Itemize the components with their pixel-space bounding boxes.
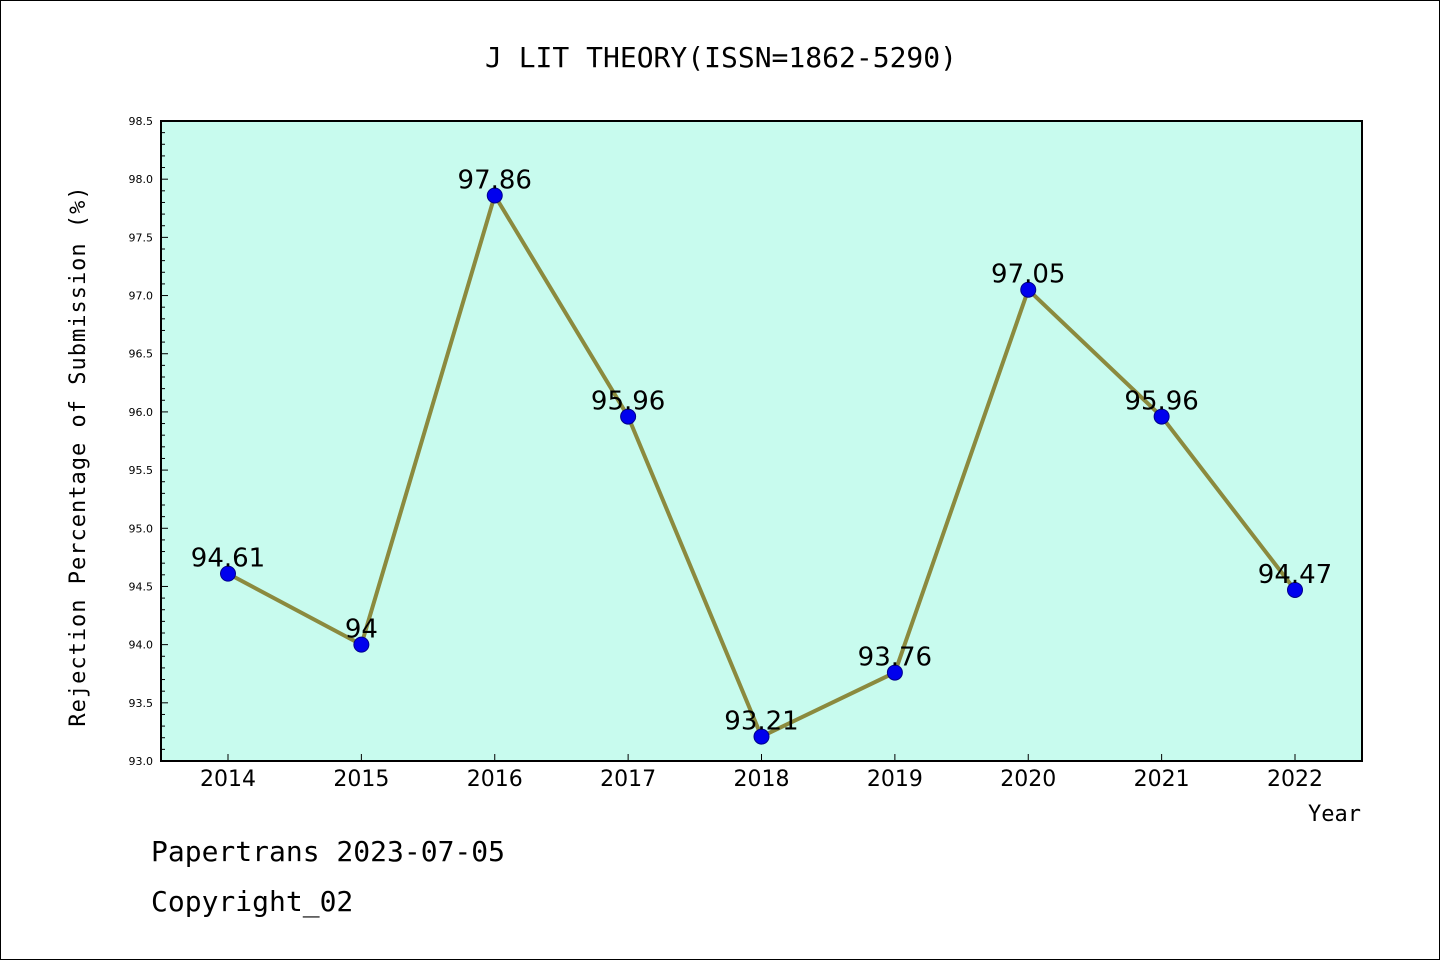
- data-labels: 94.61 94 97.86 95.96 93.21 93.76 97.05 95.96 94.…: [191, 165, 1332, 736]
- x-axis: 2014 2015 2016 2017 2018 2019 2020 2021 2022: [200, 754, 1323, 792]
- y-tick-label: 94.5: [129, 580, 154, 593]
- data-point: [1020, 281, 1037, 298]
- data-point: [1153, 408, 1170, 425]
- data-label: 97.05: [991, 260, 1065, 290]
- data-label: 97.86: [458, 165, 532, 195]
- x-tick-label: 2018: [734, 767, 790, 792]
- data-label: 95.96: [591, 387, 665, 417]
- y-tick-label: 96.5: [129, 348, 154, 361]
- x-tick-label: 2021: [1134, 767, 1190, 792]
- data-point: [353, 636, 370, 653]
- data-label: 94: [345, 615, 378, 645]
- y-tick-label: 93.5: [129, 697, 154, 710]
- y-tick-label: 97.5: [129, 231, 154, 244]
- y-tick-label: 97.0: [129, 290, 154, 303]
- y-tick-label: 98.0: [129, 173, 154, 186]
- data-point: [620, 408, 637, 425]
- y-tick-label: 93.0: [129, 755, 154, 768]
- data-point: [220, 565, 236, 582]
- y-axis-label: Rejection Percentage of Submission (%): [66, 185, 91, 726]
- x-tick-label: 2016: [467, 767, 523, 792]
- y-tick-label: 95.5: [129, 464, 154, 477]
- y-tick-label: 95.0: [129, 522, 154, 535]
- data-point: [886, 664, 903, 681]
- data-label: 93.21: [724, 707, 798, 737]
- y-tick-label: 98.5: [129, 115, 154, 128]
- chart-title: J LIT THEORY(ISSN=1862-5290): [485, 41, 957, 74]
- data-label: 95.96: [1124, 387, 1198, 417]
- data-point: [1287, 581, 1303, 598]
- x-axis-label: Year: [1308, 802, 1361, 827]
- data-point: [486, 187, 503, 204]
- data-label: 94.47: [1258, 560, 1332, 590]
- data-label: 93.76: [858, 643, 932, 673]
- plot-area: [160, 120, 1363, 762]
- data-label: 94.61: [191, 544, 265, 574]
- data-point: [753, 728, 770, 745]
- y-tick-label: 94.0: [129, 639, 154, 652]
- y-axis: 93.0 93.5 94.0 94.5 95.0 95.5 96.0 96.5 97.0 97.5…: [129, 115, 168, 768]
- x-tick-label: 2020: [1000, 767, 1056, 792]
- x-tick-label: 2017: [600, 767, 656, 792]
- x-tick-label: 2022: [1267, 767, 1323, 792]
- y-tick-label: 96.0: [129, 406, 154, 419]
- footer-copyright: Copyright_02: [151, 885, 354, 918]
- x-tick-label: 2014: [200, 767, 256, 792]
- x-tick-label: 2019: [867, 767, 923, 792]
- x-tick-label: 2015: [333, 767, 389, 792]
- series-line: [220, 187, 1303, 745]
- footer-date: Papertrans 2023-07-05: [151, 835, 506, 868]
